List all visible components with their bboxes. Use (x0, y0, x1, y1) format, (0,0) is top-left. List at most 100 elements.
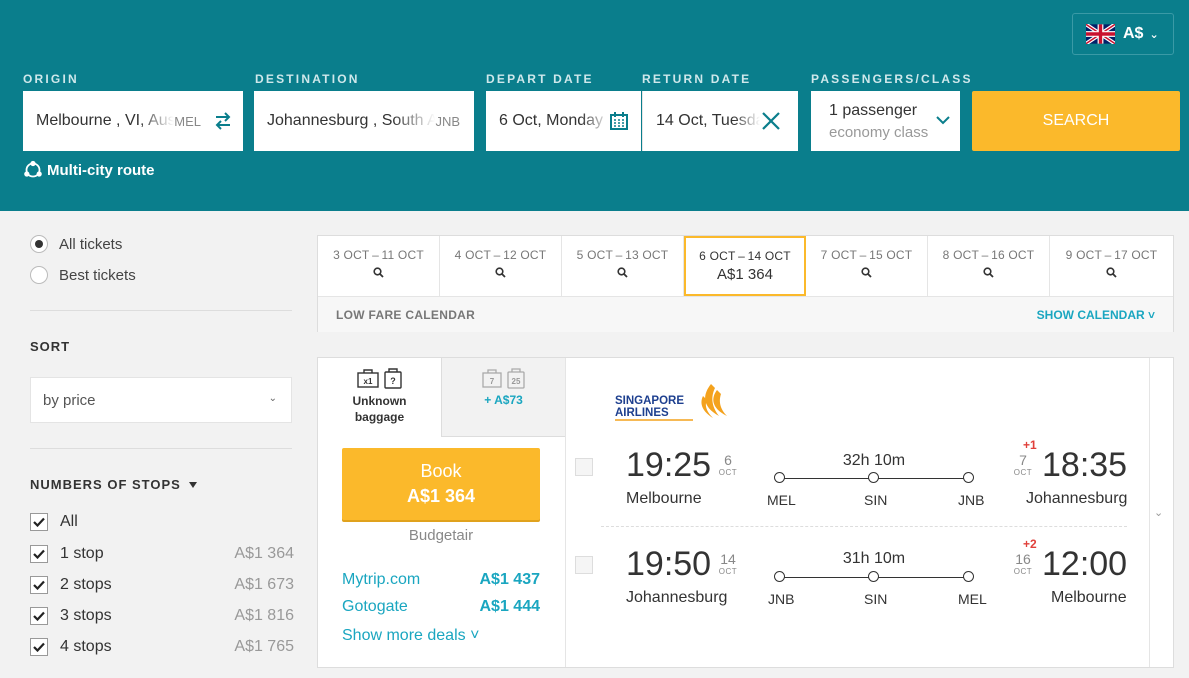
baggage-count-icon: x1 (357, 369, 379, 388)
low-fare-calendar-label: LOW FARE CALENDAR (336, 307, 476, 322)
clear-icon[interactable] (760, 110, 782, 132)
stops-option-4[interactable]: 4 stops A$1 765 (30, 638, 294, 656)
calendar-date-cell[interactable]: 5 OCT – 13 OCT (562, 236, 684, 296)
date-range: 3 OCT – 11 OCT (333, 248, 424, 262)
segment-select-checkbox[interactable] (575, 458, 593, 476)
deal-row[interactable]: Mytrip.com A$1 437 (342, 571, 540, 589)
checkbox-checked-icon[interactable] (30, 576, 48, 594)
multi-city-label: Multi-city route (47, 161, 155, 179)
book-button[interactable]: Book A$1 364 (342, 448, 540, 520)
baggage-tab-unknown[interactable]: x1 ? Unknown baggage (318, 358, 441, 437)
origin-code: MEL (174, 113, 201, 129)
passengers-select[interactable]: 1 passenger economy class (811, 91, 960, 151)
all-tickets-radio[interactable]: All tickets (30, 235, 122, 253)
calendar-date-cell[interactable]: 3 OCT – 11 OCT (318, 236, 440, 296)
passengers-label: PASSENGERS/CLASS (811, 72, 973, 86)
cabin-class: economy class (829, 123, 929, 141)
sort-select[interactable]: by price ⌄ (30, 377, 292, 423)
ticket-card: x1 ? Unknown baggage 7 25 + A$73 (317, 357, 1174, 668)
destination-input[interactable]: Johannesburg , South Africa JNB (254, 91, 474, 151)
multi-city-link[interactable]: Multi-city route (23, 160, 155, 180)
date-range: 4 OCT – 12 OCT (454, 248, 547, 262)
deal-price[interactable]: A$1 444 (479, 598, 541, 615)
divider (30, 448, 292, 449)
svg-text:AIRLINES: AIRLINES (615, 407, 669, 419)
origin-label: ORIGIN (23, 72, 79, 86)
checkbox-checked-icon[interactable] (30, 545, 48, 563)
stops-option-price: A$1 816 (234, 607, 294, 624)
destination-code: JNB (435, 113, 460, 129)
calendar-date-cell[interactable]: 7 OCT – 15 OCT (806, 236, 928, 296)
deal-price[interactable]: A$1 437 (479, 571, 541, 588)
return-date-input[interactable]: 14 Oct, Tuesday (642, 91, 798, 151)
stops-title: NUMBERS OF STOPS (30, 477, 181, 492)
airport-code: SIN (864, 591, 888, 607)
radio-label: All tickets (59, 235, 123, 253)
departure-date: 14 OCT (718, 551, 738, 576)
svg-text:SINGAPORE: SINGAPORE (615, 395, 684, 407)
airport-code: SIN (864, 492, 888, 508)
chevron-down-icon (936, 116, 950, 125)
arrival-time: 18:35 (1042, 446, 1128, 484)
checked-bag-icon: 25 (507, 368, 525, 389)
svg-text:25: 25 (512, 377, 521, 386)
stops-option-3[interactable]: 3 stops A$1 816 (30, 607, 294, 625)
baggage-upgrade-price: + A$73 (484, 393, 523, 407)
divider (565, 358, 566, 667)
book-label: Book (420, 461, 462, 481)
baggage-tab-upgrade[interactable]: 7 25 + A$73 (441, 358, 565, 437)
stops-option-all[interactable]: All (30, 513, 294, 531)
divider (1149, 358, 1150, 667)
deal-agency[interactable]: Mytrip.com (342, 571, 421, 588)
stops-option-label: All (60, 513, 78, 530)
depart-date-label: DEPART DATE (486, 72, 594, 86)
search-icon (1106, 267, 1117, 278)
date-range: 5 OCT – 13 OCT (576, 248, 669, 262)
stops-option-price: A$1 364 (234, 545, 294, 562)
stops-option-1[interactable]: 1 stop A$1 364 (30, 545, 294, 563)
segment-select-checkbox[interactable] (575, 556, 593, 574)
expand-chevron-icon[interactable]: ⌄ (1154, 507, 1164, 519)
show-calendar-link[interactable]: SHOW CALENDAR ˅ (1036, 307, 1155, 322)
search-icon (495, 267, 506, 278)
search-header: A$ ⌄ ORIGIN DESTINATION DEPART DATE RETU… (0, 0, 1189, 211)
flight-duration: 31h 10m (842, 550, 906, 567)
show-more-deals-link[interactable]: Show more deals ˅ (342, 627, 480, 644)
sort-value: by price (43, 391, 96, 409)
checkbox-checked-icon[interactable] (30, 513, 48, 531)
stops-option-price: A$1 673 (234, 576, 294, 593)
stops-option-label: 3 stops (60, 607, 112, 624)
swap-icon[interactable] (213, 111, 233, 131)
svg-text:7: 7 (490, 377, 495, 386)
calendar-date-cell[interactable]: 8 OCT – 16 OCT (928, 236, 1050, 296)
airport-code: JNB (958, 492, 985, 508)
airport-code: JNB (768, 591, 795, 607)
departure-city: Melbourne (626, 490, 702, 507)
stops-option-2[interactable]: 2 stops A$1 673 (30, 576, 294, 594)
calendar-date-cell[interactable]: 9 OCT – 17 OCT (1050, 236, 1173, 296)
currency-code: A$ (1123, 25, 1144, 42)
radio-button[interactable] (30, 266, 48, 284)
passengers-count: 1 passenger (829, 101, 918, 119)
calendar-date-cell-selected[interactable]: 6 OCT – 14 OCT A$1 364 (684, 236, 806, 296)
checkbox-checked-icon[interactable] (30, 607, 48, 625)
currency-selector[interactable]: A$ ⌄ (1072, 13, 1174, 55)
origin-input[interactable]: Melbourne , VI, Australia MEL (23, 91, 243, 151)
stops-option-label: 4 stops (60, 638, 112, 655)
day-offset: +2 (1023, 537, 1037, 551)
date-range: 6 OCT – 14 OCT (699, 249, 791, 263)
radio-button[interactable] (30, 235, 48, 253)
calendar-date-cell[interactable]: 4 OCT – 12 OCT (440, 236, 562, 296)
deal-agency[interactable]: Gotogate (342, 598, 408, 615)
low-fare-calendar: 3 OCT – 11 OCT 4 OCT – 12 OCT 5 OCT – 13… (317, 235, 1174, 332)
departure-date: 6 OCT (718, 452, 738, 477)
svg-text:?: ? (390, 376, 396, 386)
best-tickets-radio[interactable]: Best tickets (30, 266, 136, 284)
search-icon (617, 267, 628, 278)
search-button[interactable]: SEARCH (972, 91, 1180, 151)
stops-filter-toggle[interactable]: NUMBERS OF STOPS (30, 477, 197, 492)
calendar-icon[interactable] (609, 111, 629, 131)
checkbox-checked-icon[interactable] (30, 638, 48, 656)
depart-date-input[interactable]: 6 Oct, Monday (486, 91, 641, 151)
deal-row[interactable]: Gotogate A$1 444 (342, 598, 540, 616)
